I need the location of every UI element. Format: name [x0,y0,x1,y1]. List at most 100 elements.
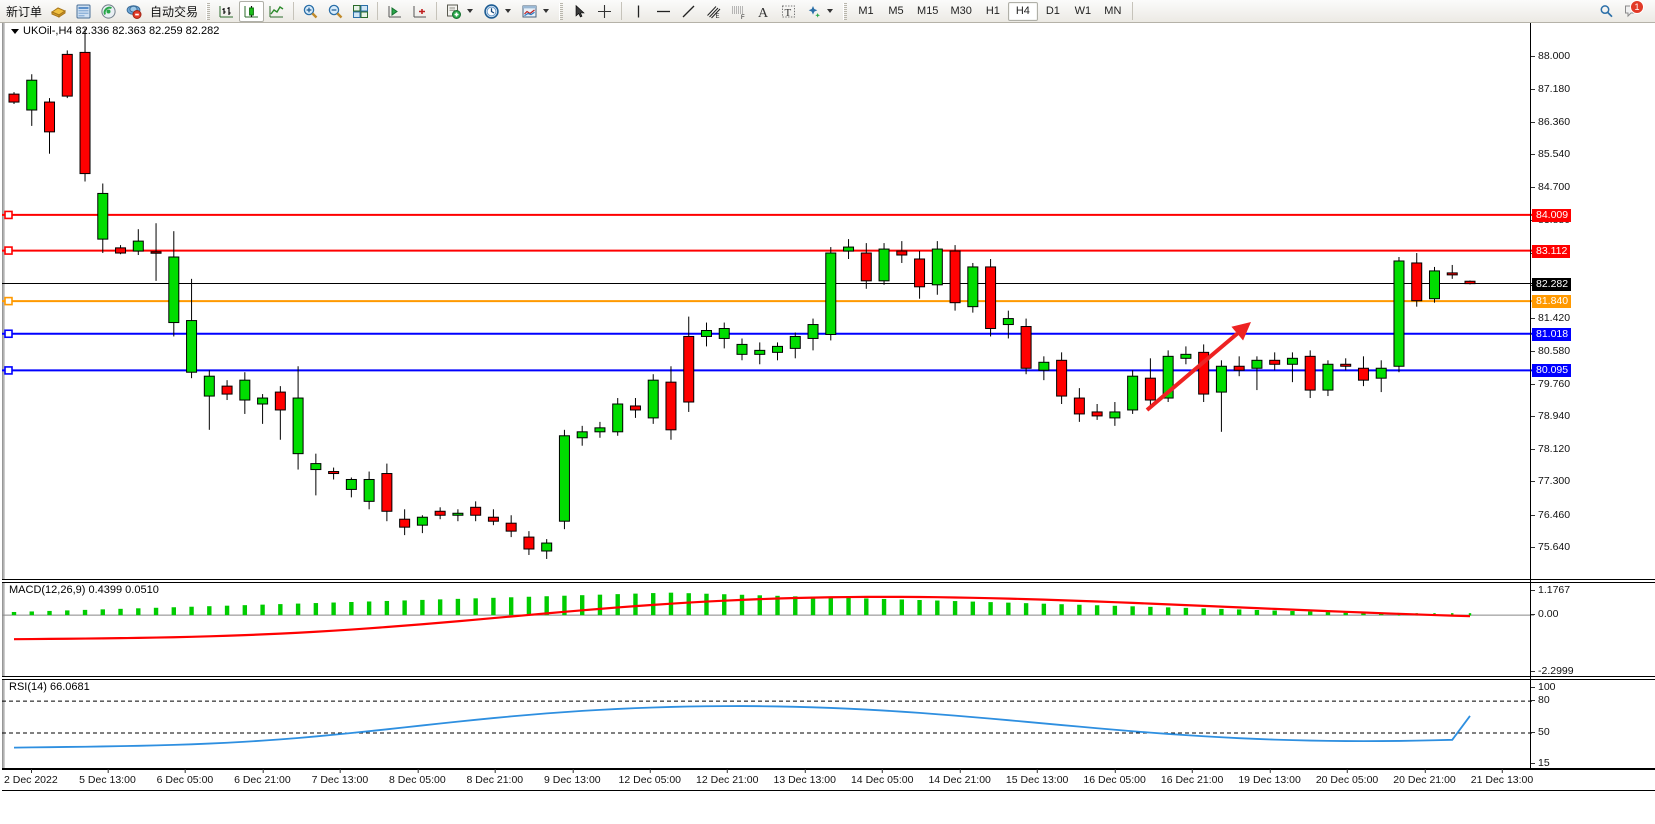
price-tick: 79.760 [1531,378,1570,390]
zoom-in-icon[interactable] [298,1,323,22]
text-label-icon[interactable]: T [776,1,801,22]
templates-icon[interactable] [517,1,555,22]
rsi-canvas [2,700,1534,749]
macd-bar [1219,608,1224,616]
new-order-icon[interactable] [46,1,71,22]
macd-bar [1165,607,1171,616]
level-handle-support-1[interactable] [4,329,13,339]
price-scale[interactable]: 88.00087.18086.36085.54084.70083.88083.0… [1530,23,1655,769]
timeframe-m5[interactable]: M5 [888,5,904,17]
candle [754,342,766,365]
autotrading-icon[interactable] [121,1,146,22]
time-scale[interactable]: 2 Dec 2022 5 Dec 13:00 6 Dec 05:00 6 Dec 21… [2,769,1655,791]
candle [292,366,304,470]
toolbar-grip-1[interactable] [206,2,211,20]
cursor-icon[interactable] [567,1,592,22]
timeframe-m30[interactable]: M30 [950,5,972,17]
price-tag-pivot[interactable]: 81.840 [1532,295,1572,309]
chart-area[interactable]: UKOil-,H4 82.336 82.363 82.259 82.282 MA… [0,23,1655,824]
autotrading-button[interactable]: 自动交易 [146,1,202,22]
chevron-down-icon[interactable] [827,9,834,13]
price-tag-current-price[interactable]: 82.282 [1532,277,1572,291]
timeframe-h1[interactable]: H1 [985,5,1000,17]
macd-tick: -2.2999 [1531,665,1574,677]
price-tag-resistance-2[interactable]: 84.009 [1532,208,1572,222]
equidistant-channel-icon[interactable]: E [701,1,726,22]
level-handle-resistance-2[interactable] [4,210,13,220]
timeframe-m1[interactable]: M1 [858,5,874,17]
macd-bar [970,601,976,616]
candle [1020,318,1032,375]
fibo-icon[interactable]: F [726,1,751,22]
timeframe-d1[interactable]: D1 [1045,5,1060,17]
line-chart-icon[interactable] [264,1,289,22]
macd-bar [473,598,478,616]
svg-text:A: A [758,6,769,20]
period-icon[interactable] [479,1,517,22]
candle [967,262,979,313]
crosshair-icon[interactable] [592,1,617,22]
search-icon[interactable] [1594,1,1619,22]
objects-icon[interactable] [801,1,839,22]
rsi-pane[interactable]: RSI(14) 66.0681 [2,679,1655,769]
collapse-triangle-icon[interactable] [11,28,19,34]
candle [26,74,38,126]
macd-bar [1201,608,1206,616]
macd-bar [952,601,958,616]
macd-bar [153,607,159,616]
macd-bar [899,599,905,616]
signal-icon[interactable] [96,1,121,22]
time-tick: 6 Dec 05:00 [156,769,214,786]
timeframe-mn[interactable]: MN [1104,5,1122,17]
price-pane[interactable]: UKOil-,H4 82.336 82.363 82.259 82.282 [2,23,1655,580]
zoom-out-icon[interactable] [323,1,348,22]
candle [825,247,837,341]
price-tick: 84.700 [1531,181,1570,193]
hline-icon[interactable] [651,1,676,22]
macd-bar [1236,609,1242,616]
macd-bar [1059,604,1064,616]
macd-bar [491,597,496,616]
level-handle-resistance-1[interactable] [4,246,13,255]
price-plot[interactable] [2,23,1655,579]
vline-icon[interactable] [626,1,651,22]
candle [807,318,819,351]
annotation-bullish-arrow[interactable] [1145,322,1251,412]
svg-text:E: E [716,14,720,20]
candle [434,507,446,520]
candlestick-icon[interactable] [239,0,265,22]
timeframe-m15[interactable]: M15 [917,5,939,17]
new-order-button[interactable]: 新订单 [2,1,46,22]
candle [1286,352,1298,383]
notification-bubble[interactable]: 1 [1623,0,1644,20]
level-handle-support-2[interactable] [4,366,13,375]
bar-chart-icon[interactable] [214,1,239,22]
macd-bar [1148,606,1153,616]
macd-bar [136,608,141,616]
price-tag-support-2[interactable]: 80.095 [1532,364,1572,378]
text-icon[interactable]: A [751,1,776,22]
time-tick: 14 Dec 05:00 [850,769,914,786]
trendline-icon[interactable] [676,1,701,22]
chevron-down-icon[interactable] [505,9,512,13]
candle [1073,388,1085,422]
chevron-down-icon[interactable] [543,9,550,13]
timeframe-h4[interactable]: H4 [1007,1,1038,21]
market-watch-icon[interactable] [71,1,96,22]
time-tick: 8 Dec 21:00 [466,769,524,786]
toolbar-grip-2[interactable] [559,2,564,20]
chevron-down-icon[interactable] [467,9,474,13]
price-tag-support-1[interactable]: 81.018 [1532,327,1572,341]
macd-pane[interactable]: MACD(12,26,9) 0.4399 0.0510 [2,582,1655,677]
toolbar-grip-3[interactable] [843,2,848,20]
price-tag-resistance-1[interactable]: 83.112 [1532,244,1571,258]
add-indicator-icon[interactable] [441,1,479,22]
macd-plot[interactable] [2,583,1655,676]
shift-end-icon[interactable] [407,1,432,22]
timeframe-w1[interactable]: W1 [1074,5,1092,17]
rsi-plot[interactable] [2,680,1655,768]
tile-windows-icon[interactable] [348,1,373,22]
level-handle-pivot[interactable] [4,296,13,306]
notifications-button[interactable]: 1 [1619,0,1647,22]
shift-start-icon[interactable] [382,1,407,22]
